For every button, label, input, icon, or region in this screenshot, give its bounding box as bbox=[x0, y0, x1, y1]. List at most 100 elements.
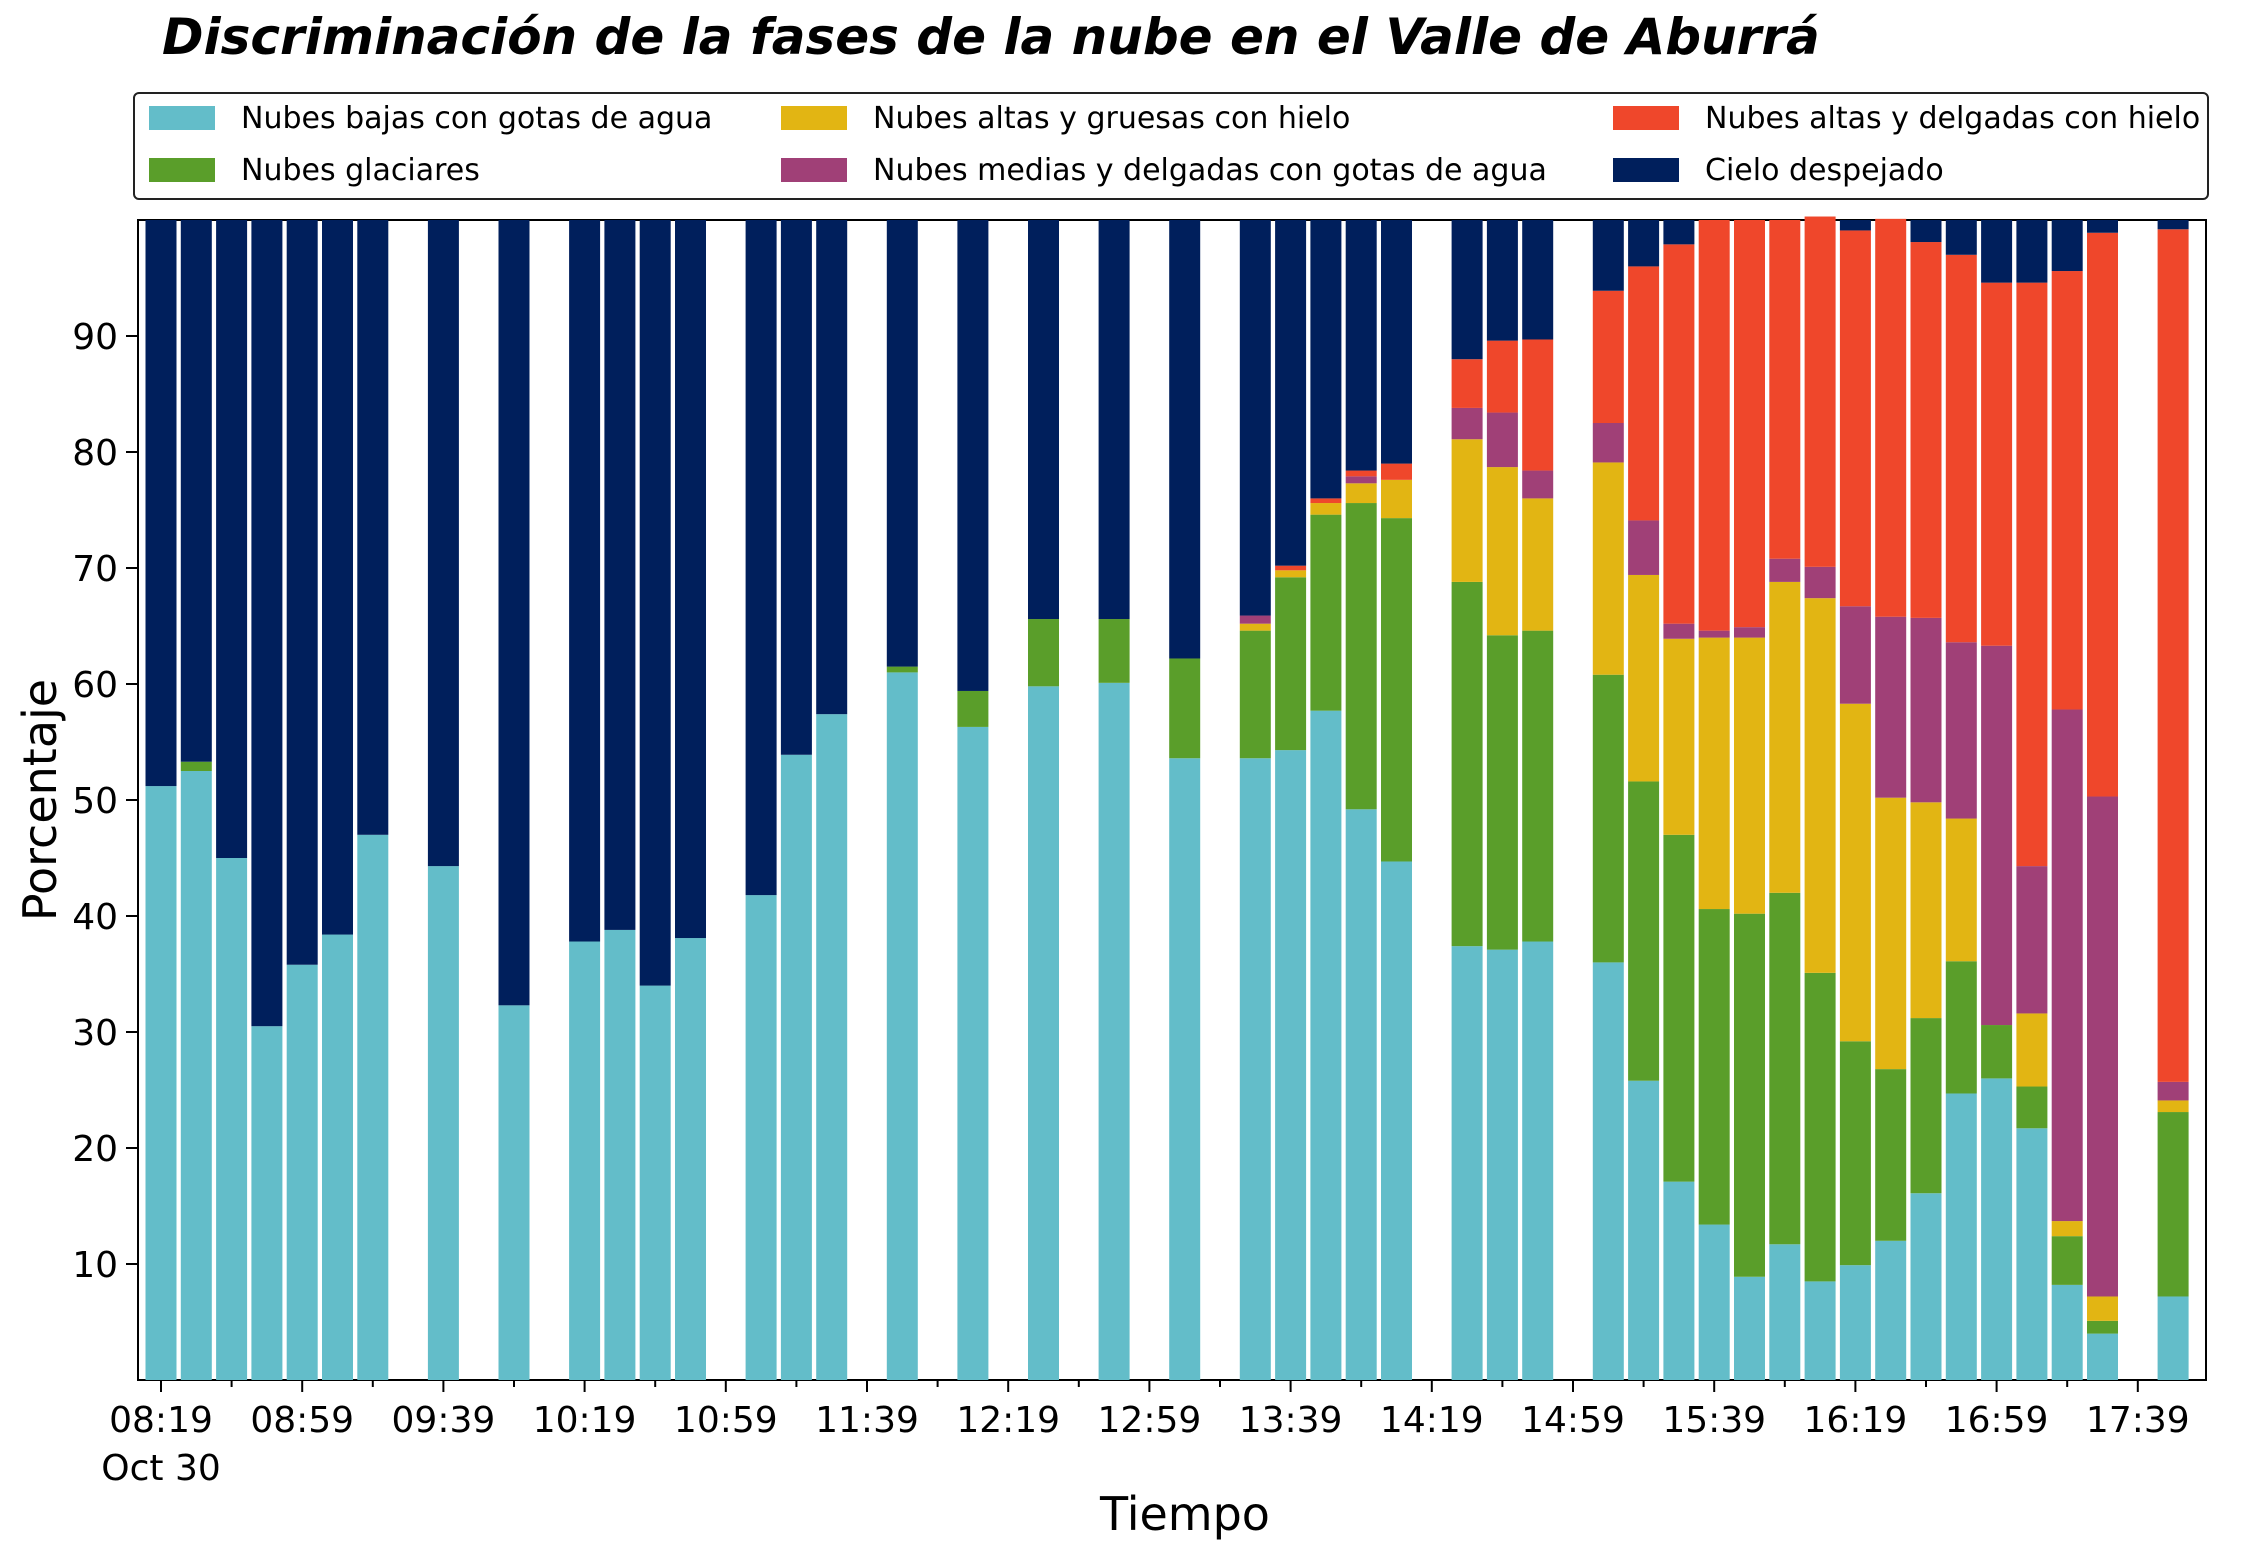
bar-segment bbox=[1910, 1193, 1942, 1380]
bar-segment bbox=[1804, 972, 1836, 1282]
bar-segment bbox=[2016, 220, 2048, 283]
bar-segment bbox=[2087, 796, 2118, 1297]
bar-segment bbox=[322, 934, 353, 1380]
x-tick-label: 14:19 bbox=[1380, 1400, 1484, 1441]
bar-segment bbox=[1451, 407, 1483, 440]
bar-segment bbox=[1945, 1093, 1977, 1380]
legend: Nubes bajas con gotas de agua Nubes glaci… bbox=[133, 92, 2209, 200]
bar-segment bbox=[1839, 606, 1871, 704]
bar-segment bbox=[816, 714, 848, 1380]
bar-segment bbox=[1698, 637, 1730, 910]
legend-item: Cielo despejado bbox=[1613, 150, 1944, 190]
bar-segment bbox=[1804, 216, 1836, 567]
legend-swatch bbox=[149, 106, 215, 130]
x-tick-label: 14:59 bbox=[1521, 1400, 1625, 1441]
x-tick-label: 11:39 bbox=[815, 1400, 919, 1441]
bar-segment bbox=[604, 220, 636, 930]
bar-segment bbox=[357, 220, 389, 835]
bar-segment bbox=[1663, 1181, 1695, 1380]
bar-segment bbox=[1910, 1018, 1942, 1194]
bar-segment bbox=[1628, 266, 1660, 521]
bar-segment bbox=[639, 985, 671, 1380]
bar-segment bbox=[1663, 220, 1695, 245]
bar-segment bbox=[1769, 558, 1801, 582]
bar-segment bbox=[2051, 1284, 2083, 1380]
bar-segment bbox=[957, 690, 989, 727]
bar-segment bbox=[780, 754, 812, 1380]
bar-segment bbox=[251, 220, 283, 1027]
bar-segment bbox=[145, 786, 177, 1380]
y-axis-label: Porcentaje bbox=[13, 679, 67, 921]
bar-segment bbox=[1698, 909, 1730, 1225]
bar-segment bbox=[1663, 638, 1695, 835]
bar-segment bbox=[1945, 961, 1977, 1094]
bar-segment bbox=[1028, 220, 1059, 620]
bar-segment bbox=[604, 929, 636, 1380]
bar-segment bbox=[2016, 866, 2048, 1014]
x-tick-label: 12:59 bbox=[1098, 1400, 1202, 1441]
bar-segment bbox=[1310, 514, 1342, 711]
bar-segment bbox=[1345, 503, 1377, 810]
bar-segment bbox=[1239, 758, 1271, 1380]
bar-segment bbox=[1628, 220, 1660, 267]
legend-swatch bbox=[149, 158, 215, 182]
bar-segment bbox=[1522, 498, 1554, 631]
bar-segment bbox=[1698, 630, 1730, 638]
bar-segment bbox=[1098, 682, 1130, 1380]
x-axis: 08:19 08:59 09:39 10:19 10:59 11:39 12:19 12:59… bbox=[101, 1380, 2190, 1489]
bar-segment bbox=[1663, 244, 1695, 624]
x-tick-label: 13:39 bbox=[1239, 1400, 1343, 1441]
bar-segment bbox=[1169, 758, 1201, 1380]
bar-segment bbox=[1239, 630, 1271, 759]
bar-segment bbox=[1945, 642, 1977, 819]
bar-segment bbox=[2051, 271, 2083, 710]
y-tick-label: 70 bbox=[72, 549, 118, 590]
bar-segment bbox=[1486, 635, 1518, 950]
x-tick-label: 17:39 bbox=[2086, 1400, 2190, 1441]
bar-segment bbox=[1663, 834, 1695, 1182]
bar-segment bbox=[1839, 1041, 1871, 1266]
bar-segment bbox=[1239, 220, 1271, 616]
bar-segment bbox=[957, 220, 989, 691]
bar-segment bbox=[1592, 962, 1624, 1380]
bar-segment bbox=[180, 771, 212, 1380]
bar-segment bbox=[1628, 1080, 1660, 1380]
bar-segment bbox=[1169, 220, 1201, 659]
bar-segment bbox=[1381, 861, 1412, 1380]
bar-segment bbox=[2087, 1333, 2118, 1380]
bar-segment bbox=[2157, 229, 2189, 1082]
bar-segment bbox=[1769, 1244, 1801, 1380]
bar-segment bbox=[2051, 709, 2083, 1222]
bar-segment bbox=[427, 220, 459, 867]
bar-segment bbox=[745, 895, 777, 1380]
bar-segment bbox=[2157, 220, 2189, 230]
bar-segment bbox=[2051, 1236, 2083, 1285]
bar-segment bbox=[1734, 913, 1765, 1277]
bar-segment bbox=[569, 220, 601, 942]
legend-item: Nubes medias y delgadas con gotas de agu… bbox=[781, 150, 1547, 190]
bar-segment bbox=[180, 761, 212, 771]
bar-segment bbox=[180, 220, 212, 762]
bar-segment bbox=[1734, 627, 1765, 638]
bar-segment bbox=[2087, 232, 2118, 797]
bar-segment bbox=[675, 220, 706, 939]
legend-swatch bbox=[1613, 106, 1679, 130]
bar-segment bbox=[1769, 220, 1801, 559]
bar-segment bbox=[1804, 598, 1836, 973]
bar-segment bbox=[745, 220, 777, 896]
bar-segment bbox=[886, 666, 918, 673]
bar-segment bbox=[2016, 1128, 2048, 1380]
bar-segment bbox=[1804, 1281, 1836, 1380]
bar-segment bbox=[1486, 949, 1518, 1380]
x-tick-label: 08:19 bbox=[109, 1400, 213, 1441]
bar-segment bbox=[1839, 703, 1871, 1042]
bar-segment bbox=[1981, 282, 2013, 646]
bar-segment bbox=[1028, 619, 1059, 687]
bar-segment bbox=[216, 220, 248, 858]
bar-segment bbox=[1451, 581, 1483, 947]
bar-segment bbox=[251, 1026, 283, 1380]
bar-segment bbox=[286, 964, 318, 1380]
bar-segment bbox=[1698, 1224, 1730, 1380]
bar-segment bbox=[1239, 615, 1271, 624]
y-axis: 10 20 30 40 50 60 70 80 90 bbox=[72, 317, 138, 1286]
